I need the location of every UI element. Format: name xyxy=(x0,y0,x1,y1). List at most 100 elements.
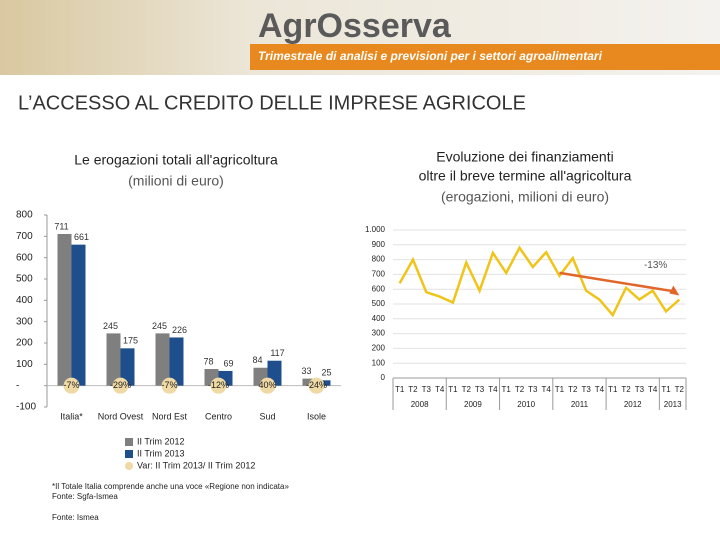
footnote: Fonte: Ismea xyxy=(52,513,99,522)
value-label: 226 xyxy=(172,325,187,335)
bar xyxy=(120,348,135,386)
x-tick-label: T2 xyxy=(515,385,525,394)
x-tick-label: T3 xyxy=(422,385,432,394)
annotation: -13% xyxy=(644,260,667,271)
y-tick-label: 100 xyxy=(372,358,386,367)
change-label: -29% xyxy=(110,380,131,390)
group-label: 2009 xyxy=(464,400,482,409)
x-tick-label: T1 xyxy=(661,385,671,394)
y-tick-label: 400 xyxy=(372,314,386,323)
value-label: 33 xyxy=(301,366,311,376)
change-marker xyxy=(161,377,178,394)
y-tick-label: 300 xyxy=(16,316,33,327)
chart-subtitle: (milioni di euro) xyxy=(128,173,224,189)
y-tick-label: 100 xyxy=(16,359,33,370)
bar xyxy=(71,244,86,386)
chart-subtitle: (erogazioni, milioni di euro) xyxy=(441,189,609,205)
chart-title: oltre il breve termine all'agricoltura xyxy=(419,168,632,184)
brand: AgrOsserva xyxy=(258,7,452,45)
change-marker xyxy=(63,377,80,394)
group-label: 2010 xyxy=(517,400,535,409)
group-label: 2013 xyxy=(664,400,682,409)
y-tick-label: 900 xyxy=(372,240,386,249)
y-tick-label: 300 xyxy=(372,329,386,338)
y-tick-label: 500 xyxy=(16,274,33,285)
x-tick-label: Sud xyxy=(259,411,275,421)
x-tick-label: T2 xyxy=(621,385,631,394)
y-tick-label: -100 xyxy=(16,402,36,413)
tagline-band xyxy=(250,44,720,70)
y-tick-label: 700 xyxy=(16,231,33,242)
legend-swatch xyxy=(125,450,133,458)
value-label: 175 xyxy=(123,336,138,346)
y-tick-label: 0 xyxy=(381,373,386,382)
footnote: *Il Totale Italia comprende anche una vo… xyxy=(52,482,289,491)
legend-swatch xyxy=(125,462,133,470)
x-tick-label: Nord Est xyxy=(152,411,188,421)
x-tick-label: T2 xyxy=(462,385,472,394)
value-label: 245 xyxy=(103,321,118,331)
x-tick-label: T4 xyxy=(488,385,498,394)
x-tick-label: T3 xyxy=(581,385,591,394)
y-tick-label: 600 xyxy=(372,284,386,293)
change-label: -7% xyxy=(63,380,79,390)
x-tick-label: T4 xyxy=(595,385,605,394)
change-label: 40% xyxy=(258,380,276,390)
group-label: 2008 xyxy=(411,400,429,409)
x-tick-label: Centro xyxy=(205,411,232,421)
change-label: -12% xyxy=(208,380,229,390)
chart-title: Le erogazioni totali all'agricoltura xyxy=(74,152,278,168)
y-tick-label: 700 xyxy=(372,270,386,279)
change-label: -24% xyxy=(306,380,327,390)
x-tick-label: T3 xyxy=(475,385,485,394)
line-series xyxy=(398,245,681,318)
value-label: 84 xyxy=(252,355,262,365)
value-label: 117 xyxy=(270,348,284,358)
x-tick-label: Italia* xyxy=(60,411,83,421)
trend-arrow xyxy=(559,271,676,293)
y-tick-label: 200 xyxy=(372,344,386,353)
change-marker xyxy=(112,377,129,394)
x-tick-label: T1 xyxy=(502,385,512,394)
legend-label: Var: II Trim 2013/ II Trim 2012 xyxy=(137,460,255,470)
value-label: 78 xyxy=(203,356,213,366)
x-tick-label: Isole xyxy=(307,411,326,421)
y-tick-label: 800 xyxy=(16,210,33,221)
bar xyxy=(155,333,170,386)
bar xyxy=(106,333,121,386)
x-tick-label: T1 xyxy=(448,385,458,394)
y-tick-label: - xyxy=(16,380,19,391)
change-marker xyxy=(210,377,227,394)
x-tick-label: T2 xyxy=(568,385,578,394)
value-label: 245 xyxy=(152,321,167,331)
legend-swatch xyxy=(125,438,133,446)
value-label: 661 xyxy=(74,232,89,242)
bar xyxy=(57,233,72,386)
legend-label: II Trim 2013 xyxy=(137,448,185,458)
slide-title: L’ACCESSO AL CREDITO DELLE IMPRESE AGRIC… xyxy=(18,92,526,114)
footnote: Fonte: Sgfa-Ismea xyxy=(52,492,118,501)
x-tick-label: Nord Ovest xyxy=(98,411,144,421)
value-label: 69 xyxy=(223,358,233,368)
bar xyxy=(169,337,184,386)
x-tick-label: T4 xyxy=(541,385,551,394)
y-tick-label: 800 xyxy=(372,255,386,264)
change-marker xyxy=(259,377,276,394)
y-tick-label: 400 xyxy=(16,295,33,306)
x-tick-label: T1 xyxy=(555,385,565,394)
x-tick-label: T3 xyxy=(528,385,538,394)
arrow-head xyxy=(669,285,680,296)
tagline: Trimestrale di analisi e previsioni per … xyxy=(258,49,603,63)
x-tick-label: T1 xyxy=(608,385,618,394)
x-tick-label: T1 xyxy=(395,385,405,394)
y-tick-label: 600 xyxy=(16,252,33,263)
change-label: -7% xyxy=(161,380,177,390)
y-tick-label: 1.000 xyxy=(365,225,386,234)
x-tick-label: T4 xyxy=(435,385,445,394)
x-tick-label: T2 xyxy=(675,385,685,394)
value-label: 25 xyxy=(321,368,331,378)
legend-label: II Trim 2012 xyxy=(137,436,185,446)
y-tick-label: 500 xyxy=(372,299,386,308)
group-label: 2012 xyxy=(624,400,642,409)
